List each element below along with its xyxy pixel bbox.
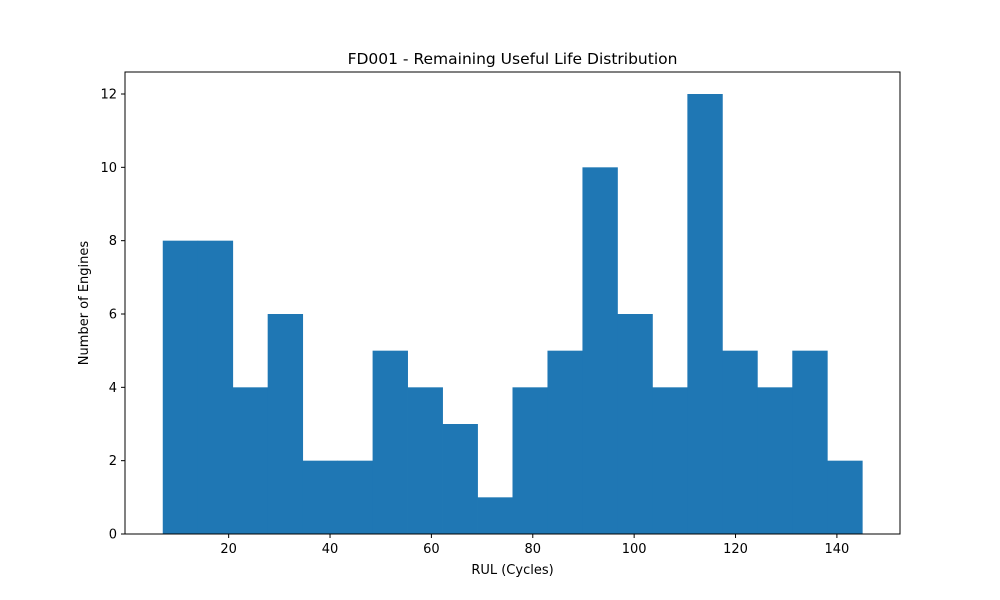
chart-title: FD001 - Remaining Useful Life Distributi… [348,50,678,68]
histogram-bar [512,387,548,534]
plot-frame [124,71,901,535]
x-axis-title: RUL (Cycles) [471,563,553,578]
histogram-bar [547,350,583,534]
histogram-bar [827,460,863,534]
histogram-bar [582,167,618,534]
histogram-bar [232,387,269,534]
y-axis-ticks: 0 2 4 6 8 10 12 [100,88,125,543]
histogram-bar [442,424,478,534]
y-tick-label: 0 [109,528,117,543]
y-tick-label: 10 [100,161,117,176]
histogram-bar [197,240,234,535]
bars-group [162,94,863,535]
x-tick-label: 120 [723,542,748,557]
histogram-bar [337,460,373,534]
histogram-bar [372,350,408,534]
histogram-bar [722,350,758,534]
histogram-bar [652,387,688,534]
histogram-bar [407,387,443,534]
y-tick-label: 12 [100,88,117,103]
histogram-bar [687,94,723,534]
histogram-bar [792,350,828,534]
x-tick-label: 80 [525,542,542,557]
y-tick-label: 6 [109,308,117,323]
histogram-bar [302,460,339,534]
histogram-bar [757,387,793,534]
y-tick-label: 4 [109,381,117,396]
x-tick-label: 60 [423,542,440,557]
x-tick-label: 100 [622,542,647,557]
y-tick-label: 2 [109,454,117,469]
histogram-bar [267,314,304,534]
x-tick-label: 20 [220,542,237,557]
histogram-bar [162,240,199,535]
x-axis-ticks: 20 40 60 80 100 120 140 [220,534,849,557]
histogram-bar [477,497,513,534]
x-tick-label: 40 [322,542,339,557]
histogram-bar [617,314,653,534]
y-tick-label: 8 [109,234,117,249]
x-tick-label: 140 [824,542,849,557]
y-axis-title: Number of Engines [77,241,92,366]
